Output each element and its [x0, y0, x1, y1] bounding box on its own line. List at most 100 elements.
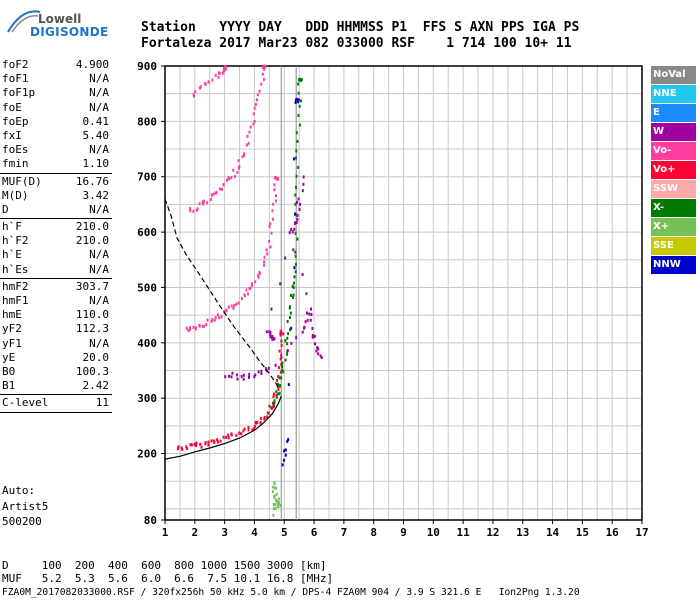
data-point [292, 296, 295, 300]
data-point [214, 191, 217, 195]
data-point [230, 433, 233, 437]
data-point [211, 78, 214, 82]
legend-item-vo-: Vo- [651, 142, 696, 160]
data-point [291, 284, 294, 288]
data-point [247, 141, 250, 145]
data-point [295, 200, 298, 204]
data-point [286, 439, 289, 443]
x-tick-label: 11 [457, 526, 471, 539]
param-name: h`F [2, 220, 22, 234]
data-point [303, 326, 306, 330]
data-point [193, 442, 196, 446]
data-point [237, 301, 240, 305]
data-point [275, 486, 278, 490]
data-point [299, 123, 302, 127]
param-value: N/A [89, 336, 109, 350]
data-point [236, 170, 239, 174]
data-point [274, 194, 277, 198]
data-point [261, 65, 264, 69]
param-row: fmin 1.10 [0, 157, 112, 171]
data-point [213, 440, 216, 444]
data-point [212, 192, 215, 196]
param-row: foEs N/A [0, 143, 112, 157]
data-point [221, 71, 224, 75]
data-point [273, 176, 276, 180]
data-point [291, 230, 294, 234]
data-point [243, 427, 246, 431]
data-point [295, 185, 298, 189]
data-point [297, 165, 300, 169]
data-point [281, 463, 284, 467]
data-point [292, 157, 295, 161]
y-tick-label: 500 [137, 281, 157, 294]
param-value: 110.0 [75, 308, 109, 322]
data-point [275, 176, 278, 180]
param-row: h`Es N/A [0, 263, 112, 277]
data-point [249, 125, 252, 129]
data-point [277, 500, 280, 504]
data-point [246, 134, 249, 138]
auto-label: Auto: [2, 484, 36, 497]
param-name: yF1 [2, 336, 22, 350]
data-point [241, 155, 244, 159]
data-point [311, 335, 314, 339]
data-point [270, 231, 273, 235]
data-point [224, 375, 227, 379]
data-point [301, 330, 304, 334]
data-point [296, 139, 299, 143]
y-tick-label: 200 [137, 448, 157, 461]
data-point [265, 367, 268, 371]
param-value: 4.900 [75, 58, 109, 71]
param-separator [0, 394, 112, 396]
data-point [259, 421, 262, 425]
data-point [281, 364, 284, 368]
data-point [288, 305, 291, 309]
data-point [317, 352, 320, 356]
data-point [279, 332, 282, 336]
x-tick-label: 8 [370, 526, 377, 539]
data-point [289, 293, 292, 297]
data-point [216, 313, 219, 317]
param-name: yE [2, 350, 16, 364]
data-point [309, 307, 312, 311]
param-row: foE N/A [0, 101, 112, 115]
param-value: N/A [89, 294, 109, 307]
data-point [297, 98, 300, 102]
data-point [279, 357, 282, 361]
data-point [302, 175, 305, 179]
data-point [217, 75, 220, 79]
param-value: 1.10 [82, 157, 110, 171]
true-height-line [164, 198, 279, 388]
data-point [287, 438, 290, 442]
param-row: yE 20.0 [0, 351, 112, 365]
data-point [274, 506, 277, 510]
data-point [185, 445, 188, 449]
param-row: hmF2 303.7 [0, 280, 112, 294]
data-point [186, 446, 189, 450]
data-point [263, 67, 266, 71]
data-point [227, 436, 230, 440]
data-point [255, 421, 258, 425]
param-name: hmF1 [2, 294, 29, 307]
data-point [269, 222, 272, 226]
data-point [199, 442, 202, 446]
y-tick-label: 400 [137, 337, 157, 350]
data-point [176, 447, 179, 451]
data-point [314, 342, 317, 346]
data-point [210, 319, 213, 323]
data-point [277, 503, 280, 507]
param-value: N/A [89, 86, 109, 100]
param-row: M(D) 3.42 [0, 189, 112, 203]
data-point [202, 199, 205, 203]
data-point [203, 82, 206, 86]
data-point [263, 417, 266, 421]
data-point [292, 293, 295, 297]
data-point [265, 330, 268, 334]
data-point [286, 349, 289, 353]
data-point [263, 260, 266, 264]
data-point [297, 197, 300, 201]
data-point [296, 97, 299, 101]
data-point [228, 374, 231, 378]
param-value: 112.3 [75, 322, 109, 336]
